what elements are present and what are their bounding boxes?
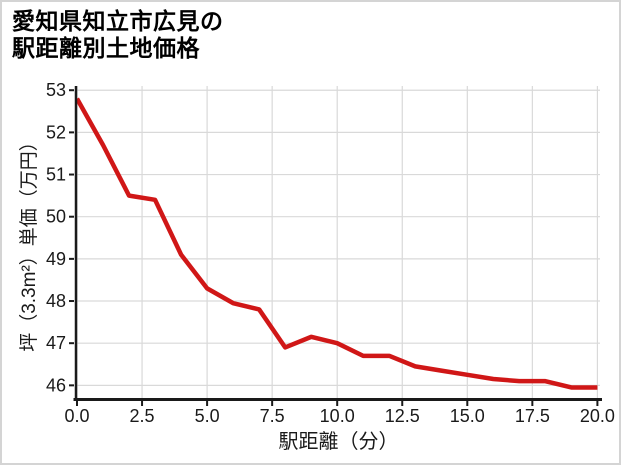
x-tick-label: 17.5 [515,406,550,426]
y-tick-label: 48 [46,291,66,311]
x-axis-label: 駅距離（分） [278,431,399,453]
chart-title: 愛知県知立市広見の 駅距離別土地価格 [12,8,224,62]
y-tick-label: 52 [46,122,66,142]
x-tick-label: 0.0 [64,406,89,426]
chart-title-line1: 愛知県知立市広見の [12,8,224,34]
y-tick-label: 50 [46,207,66,227]
chart-title-line2: 駅距離別土地価格 [12,35,200,61]
y-tick-label: 53 [46,80,66,100]
y-axis-label: 坪（3.3m²）単価（万円） [19,132,40,352]
x-tick-label: 12.5 [385,406,420,426]
x-tick-label: 20.0 [580,406,615,426]
x-tick-label: 2.5 [130,406,155,426]
y-tick-label: 49 [46,249,66,269]
y-tick-label: 46 [46,375,66,395]
y-tick-label: 51 [46,165,66,185]
price-line-series [75,97,598,390]
x-tick-label: 15.0 [450,406,485,426]
y-tick-label: 47 [46,333,66,353]
x-tick-label: 7.5 [260,406,285,426]
x-tick-label: 10.0 [320,406,355,426]
x-tick-label: 5.0 [195,406,220,426]
